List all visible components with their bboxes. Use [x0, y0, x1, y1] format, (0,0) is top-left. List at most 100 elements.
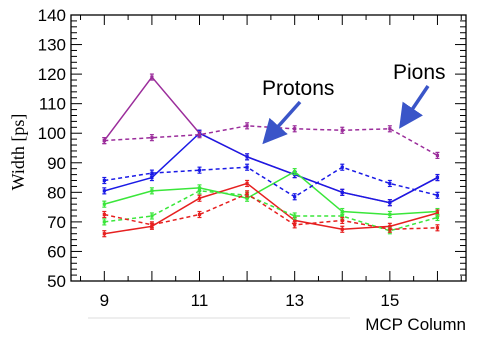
point-marker: [388, 227, 392, 231]
point-marker: [102, 189, 106, 193]
point-marker: [340, 227, 344, 231]
data-point: [387, 199, 392, 207]
y-tick-label: 50: [47, 272, 66, 291]
data-point: [245, 163, 250, 171]
point-marker: [102, 212, 106, 217]
point-marker: [293, 127, 297, 131]
point-marker: [150, 223, 154, 227]
data-point: [102, 176, 107, 185]
data-point: [197, 210, 202, 219]
series-layer: [102, 73, 440, 238]
point-marker: [435, 175, 440, 180]
point-marker: [435, 211, 440, 215]
data-point: [102, 230, 107, 238]
point-marker: [197, 189, 202, 193]
series-line: [104, 166, 438, 198]
point-marker: [293, 170, 297, 174]
y-tick-label: 120: [38, 65, 66, 84]
point-marker: [102, 139, 106, 143]
series-pions-5: [102, 163, 440, 201]
data-point: [340, 163, 345, 171]
point-marker: [245, 165, 249, 169]
data-point: [197, 194, 202, 202]
data-point: [197, 166, 202, 174]
data-point: [149, 169, 154, 177]
point-marker: [150, 171, 154, 175]
y-tick-label: 140: [38, 6, 66, 25]
point-marker: [293, 195, 297, 199]
annotation-pions: Pions: [393, 61, 446, 84]
x-tick-label: 11: [191, 291, 209, 310]
point-marker: [388, 127, 392, 131]
data-point: [245, 153, 250, 161]
series-pions-4: [102, 122, 440, 159]
point-marker: [293, 218, 297, 223]
data-point: [149, 212, 154, 220]
point-marker: [102, 220, 106, 224]
point-marker: [197, 133, 202, 137]
point-marker: [102, 202, 106, 206]
data-point: [340, 216, 345, 225]
point-marker: [245, 192, 249, 196]
data-point: [292, 212, 297, 220]
plot-border: [70, 14, 467, 282]
data-point: [292, 193, 297, 201]
data-point: [292, 168, 297, 176]
data-point: [340, 126, 345, 134]
point-marker: [340, 128, 344, 132]
y-tick-label: 90: [47, 154, 66, 173]
annotation-arrow-pions: [399, 85, 430, 129]
data-point: [340, 225, 345, 233]
y-axis-title: Width [ps]: [8, 114, 28, 191]
data-point: [245, 179, 250, 188]
point-marker: [102, 232, 106, 236]
data-point: [102, 210, 107, 219]
data-point: [102, 187, 107, 195]
point-marker: [435, 153, 440, 157]
annotations: Protons Pions: [88, 61, 446, 319]
plot-frame: [70, 14, 467, 282]
point-marker: [245, 124, 249, 128]
point-marker: [197, 196, 202, 200]
data-point: [387, 125, 392, 133]
point-marker: [245, 181, 249, 186]
y-axis: 50 60 70 80 90 100 110 120 130 140: [38, 6, 466, 291]
series-line: [104, 170, 438, 216]
point-marker: [245, 155, 249, 159]
y-tick-label: 80: [47, 183, 66, 202]
point-marker: [435, 193, 440, 197]
data-point: [435, 213, 440, 222]
y-tick-label: 60: [47, 242, 66, 261]
series-line: [104, 192, 438, 231]
data-point: [197, 187, 202, 195]
data-point: [149, 134, 154, 142]
data-point: [435, 173, 440, 182]
data-point: [435, 191, 440, 199]
data-point: [387, 225, 392, 233]
data-point: [245, 122, 250, 130]
data-point: [435, 224, 440, 232]
point-marker: [150, 136, 154, 140]
data-point: [149, 187, 154, 195]
data-point: [292, 125, 297, 133]
y-tick-label: 130: [38, 36, 66, 55]
point-marker: [435, 226, 440, 230]
point-marker: [197, 212, 202, 217]
point-marker: [150, 214, 154, 218]
data-point: [387, 210, 392, 219]
point-marker: [340, 209, 344, 214]
point-marker: [150, 189, 154, 193]
series-pions-7: [102, 190, 440, 233]
data-point: [149, 221, 154, 229]
point-marker: [340, 165, 344, 169]
x-tick-label: 15: [380, 291, 399, 310]
x-axis: 9 11 13 15: [80, 15, 462, 310]
point-marker: [388, 201, 392, 205]
y-tick-label: 110: [39, 95, 66, 114]
series-line: [104, 125, 438, 157]
point-marker: [197, 168, 202, 172]
data-point: [197, 131, 202, 139]
y-tick-label: 100: [38, 124, 66, 143]
point-marker: [150, 75, 154, 79]
